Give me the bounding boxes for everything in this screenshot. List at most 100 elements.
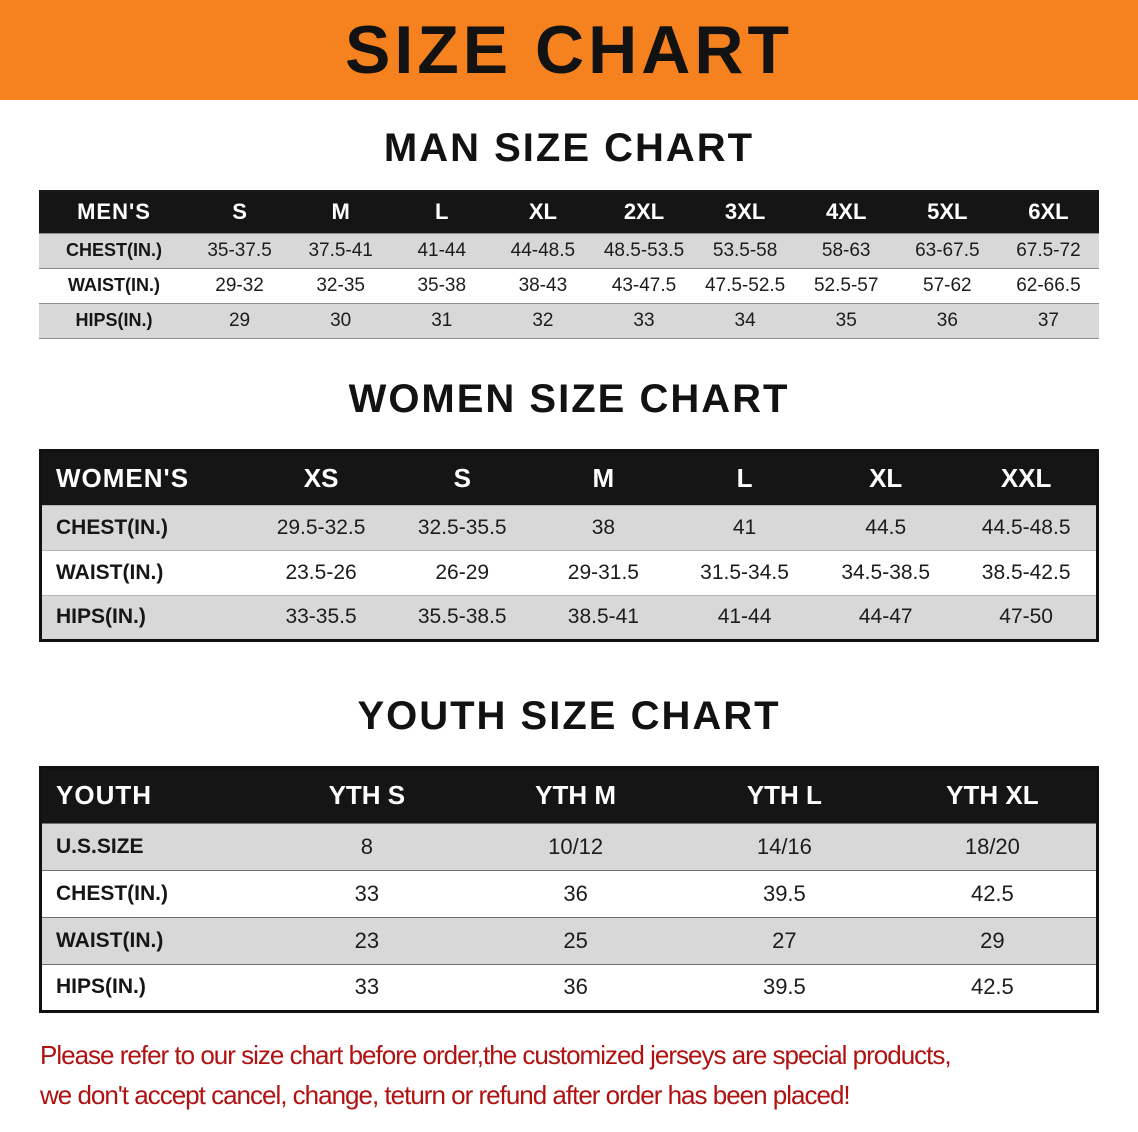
row-label-cell: HIPS(IN.) [75,310,153,330]
row-label-cell: WAIST(IN.) [56,928,164,952]
women-section: WOMEN SIZE CHART WOMEN'S XS S M L XL XXL CHEST(… [0,377,1138,642]
table-row: U.S.SIZE 8 10/12 14/16 18/20 [40,823,1098,870]
table-row: HIPS(IN.) 33-35.5 35.5-38.5 38.5-41 41-44 44-… [40,595,1098,640]
size-value-cell: 62-66.5 [1016,274,1081,296]
size-value-cell: 35-38 [417,274,467,296]
youth-size-table: YOUTH YTH S YTH M YTH L YTH XL U.S.SIZE 8 10/12… [39,765,1099,1013]
size-column-header: XL [869,462,903,493]
size-value-cell: 31.5-34.5 [700,560,789,584]
size-value-cell: 53.5-58 [712,239,778,261]
size-value-cell: 58-63 [821,239,871,261]
size-column-header: M [592,462,615,493]
size-value-cell: 33-35.5 [285,605,357,628]
men-size-table: MEN'S S M L XL 2XL 3XL 4XL 5XL 6XL CHEST(IN.) 35-37… [39,190,1099,339]
size-value-cell: 48.5-53.5 [603,239,685,261]
size-value-cell: 34.5-38.5 [841,560,931,584]
size-value-cell: 37 [1037,309,1059,331]
size-column-header: XL [528,199,557,225]
size-value-cell: 18/20 [964,833,1020,859]
size-value-cell: 35-37.5 [207,239,272,261]
size-value-cell: 44-48.5 [510,239,576,261]
size-column-header: S [453,462,471,493]
table-row: HIPS(IN.) 29 30 31 32 33 34 35 36 37 [39,303,1099,338]
size-value-cell: 44-47 [858,605,913,628]
size-value-cell: 33 [354,880,380,906]
size-value-cell: 29-31.5 [567,560,639,584]
size-column-header: M [331,199,350,225]
size-value-cell: 32.5-35.5 [417,515,507,539]
men-section-heading: MAN SIZE CHART [383,126,755,170]
size-column-header: L [736,462,753,493]
size-column-header: S [232,199,247,225]
size-value-cell: 8 [360,833,373,859]
size-value-cell: 37.5-41 [308,239,373,261]
row-label-cell: WAIST(IN.) [68,275,160,295]
size-value-cell: 33 [633,309,655,331]
size-column-header: YTH XL [946,780,1039,810]
row-label-cell: CHEST(IN.) [56,881,168,905]
row-label-cell: CHEST(IN.) [56,515,168,539]
size-column-header: XXL [1000,462,1052,493]
table-row: WAIST(IN.) 23.5-26 26-29 29-31.5 31.5-34.5 34… [40,550,1098,595]
size-value-cell: 36 [563,880,588,906]
size-value-cell: 38.5-42.5 [981,560,1071,584]
size-value-cell: 38 [591,515,616,539]
women-section-heading: WOMEN SIZE CHART [348,376,790,421]
youth-section: YOUTH SIZE CHART YOUTH YTH S YTH M YTH L YTH… [0,694,1138,1013]
size-value-cell: 47.5-52.5 [704,274,786,296]
size-value-cell: 23 [354,927,380,953]
size-value-cell: 38.5-41 [567,605,639,628]
size-value-cell: 31 [431,309,453,331]
size-value-cell: 23.5-26 [285,560,357,584]
size-value-cell: 39.5 [762,880,806,906]
size-value-cell: 29-32 [215,274,264,296]
size-value-cell: 41-44 [717,605,772,628]
size-value-cell: 35.5-38.5 [417,605,507,628]
size-value-cell: 44.5-48.5 [981,515,1071,539]
youth-section-heading: YOUTH SIZE CHART [357,693,781,738]
women-size-table: WOMEN'S XS S M L XL XXL CHEST(IN.) 29.5-32.5 32.5… [39,448,1099,642]
disclaimer: Please refer to our size chart before or… [40,1035,1138,1115]
size-value-cell: 30 [330,309,352,331]
size-value-cell: 29.5-32.5 [276,515,366,539]
size-column-header: 2XL [623,199,665,225]
size-value-cell: 29 [980,927,1005,953]
size-value-cell: 57-62 [923,274,972,296]
size-value-cell: 67.5-72 [1016,239,1081,261]
size-value-cell: 36 [563,974,588,999]
table-row: CHEST(IN.) 33 36 39.5 42.5 [40,870,1098,917]
size-value-cell: 29 [228,309,251,331]
men-section: MAN SIZE CHART MEN'S S M L XL 2XL 3XL 4XL 5XL 6XL… [0,126,1138,339]
row-label-cell: WAIST(IN.) [56,560,164,584]
table-row: HIPS(IN.) 33 36 39.5 42.5 [40,964,1098,1011]
size-value-cell: 42.5 [970,974,1014,999]
row-label-cell: HIPS(IN.) [56,975,146,998]
page-title: SIZE CHART [345,12,793,88]
size-column-header: L [435,199,449,225]
size-value-cell: 25 [563,927,588,953]
size-column-header: 4XL [826,199,867,225]
size-value-cell: 39.5 [762,974,806,999]
table-header-row: MEN'S S M L XL 2XL 3XL 4XL 5XL 6XL [39,191,1099,233]
size-column-header: 6XL [1028,199,1069,225]
table-row: CHEST(IN.) 35-37.5 37.5-41 41-44 44-48.5 48.5… [39,233,1099,268]
size-value-cell: 33 [354,974,380,999]
table-row: CHEST(IN.) 29.5-32.5 32.5-35.5 38 41 44.5 44.5… [40,505,1098,550]
size-value-cell: 41 [732,515,757,539]
size-column-header: 3XL [724,199,766,225]
size-chart-banner: SIZE CHART [0,0,1138,100]
row-label-cell: HIPS(IN.) [56,605,146,628]
size-value-cell: 26-29 [435,560,490,584]
table-row: WAIST(IN.) 23 25 27 29 [40,917,1098,964]
size-value-cell: 36 [936,309,958,331]
size-value-cell: 41-44 [417,239,467,261]
size-value-cell: 44.5 [865,515,907,539]
table-title-cell: MEN'S [77,199,151,225]
size-value-cell: 32-35 [316,274,365,296]
size-value-cell: 47-50 [999,605,1053,628]
row-label-cell: U.S.SIZE [56,834,144,858]
table-row: WAIST(IN.) 29-32 32-35 35-38 38-43 43-47.5 47.… [39,268,1099,303]
row-label-cell: CHEST(IN.) [66,240,162,260]
size-value-cell: 35 [835,309,857,331]
size-value-cell: 43-47.5 [611,274,677,296]
